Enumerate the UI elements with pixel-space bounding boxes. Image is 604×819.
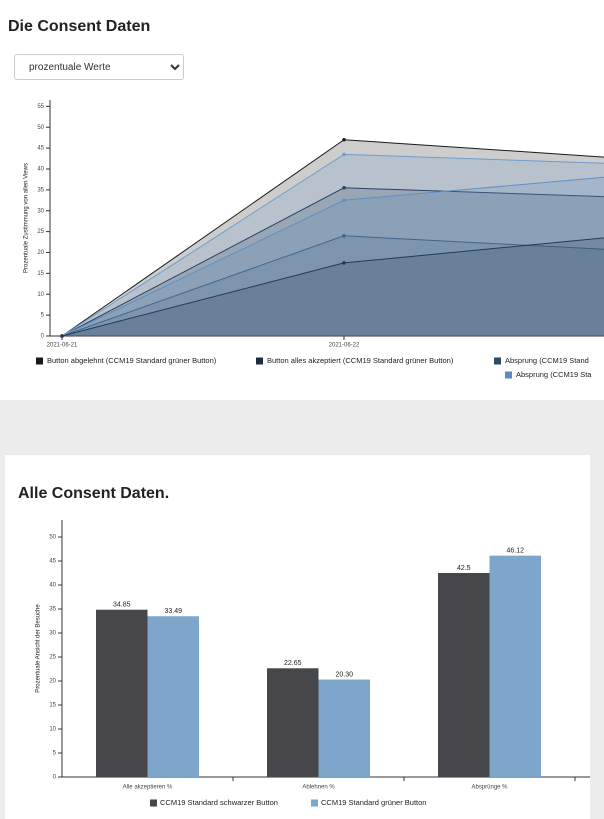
- legend-swatch: [256, 357, 263, 365]
- y-tick-label: 40: [37, 167, 44, 173]
- value-label: 33.49: [164, 608, 182, 615]
- y-tick-label: 15: [37, 271, 44, 277]
- area: [62, 235, 604, 336]
- y-tick-label: 45: [49, 559, 56, 565]
- y-tick-label: 25: [49, 655, 56, 661]
- y-tick-label: 5: [41, 313, 45, 319]
- legend-label: Absprung (CCM19 Stand: [505, 356, 589, 365]
- y-tick-label: 0: [41, 334, 45, 340]
- legend-swatch: [36, 357, 43, 365]
- x-tick-label: 2021-06-22: [329, 343, 360, 349]
- page-title: Die Consent Daten: [8, 18, 150, 35]
- legend-label: CCM19 Standard schwarzer Button: [160, 798, 278, 807]
- point: [60, 334, 64, 338]
- bar: [267, 668, 319, 777]
- y-axis-label: Prozentuale Zustimmung von allen Views: [24, 163, 30, 273]
- value-mode-select[interactable]: prozentuale Werte: [14, 54, 184, 80]
- bar: [147, 616, 199, 777]
- y-tick-label: 15: [49, 703, 56, 709]
- y-tick-label: 0: [53, 775, 57, 781]
- y-tick-label: 35: [37, 187, 44, 193]
- point: [342, 137, 346, 142]
- y-tick-label: 35: [49, 607, 56, 613]
- y-tick-label: 5: [53, 751, 57, 757]
- legend-swatch: [505, 371, 512, 379]
- point: [342, 185, 346, 190]
- area: [62, 187, 604, 336]
- y-tick-label: 10: [37, 292, 44, 298]
- point: [342, 152, 346, 157]
- bar: [489, 555, 541, 777]
- value-label: 46.12: [506, 547, 524, 554]
- y-tick-label: 20: [49, 679, 56, 685]
- y-tick-label: 55: [37, 104, 44, 110]
- y-tick-label: 30: [37, 208, 44, 214]
- area: [62, 154, 604, 336]
- x-tick-label: 2021-06-21: [47, 343, 78, 349]
- y-tick-label: 25: [37, 229, 44, 235]
- legend-swatch: [494, 357, 501, 365]
- y-tick-label: 20: [37, 250, 44, 256]
- bar: [96, 609, 148, 777]
- area: [62, 177, 604, 336]
- y-tick-label: 40: [49, 583, 56, 589]
- chart-title: Alle Consent Daten.: [18, 485, 169, 502]
- value-label: 34.85: [113, 602, 131, 609]
- legend-swatch: [150, 799, 157, 807]
- legend-label: CCM19 Standard grüner Button: [321, 798, 426, 807]
- legend-label: Absprung (CCM19 Sta: [516, 370, 592, 379]
- x-tick-label: Ablehnen %: [302, 785, 335, 791]
- y-tick-label: 50: [49, 535, 56, 541]
- legend-label: Button abgelehnt (CCM19 Standard grüner …: [47, 356, 217, 365]
- y-axis-label: Prozentuale Ansicht der Besuche: [36, 604, 42, 693]
- point: [342, 233, 346, 238]
- y-tick-label: 10: [49, 727, 56, 733]
- area: [62, 237, 604, 336]
- value-label: 42.5: [457, 565, 471, 572]
- point: [342, 261, 346, 265]
- bar: [438, 573, 490, 777]
- y-tick-label: 30: [49, 631, 56, 637]
- legend-label: Button alles akzeptiert (CCM19 Standard …: [267, 356, 454, 365]
- point: [342, 198, 346, 203]
- bar: [318, 679, 370, 777]
- y-tick-label: 50: [37, 125, 44, 131]
- value-label: 22.65: [284, 660, 302, 667]
- value-label: 20.30: [335, 671, 353, 678]
- x-tick-label: Absprünge %: [471, 785, 508, 791]
- y-tick-label: 45: [37, 146, 44, 152]
- x-tick-label: Alle akzeptieren %: [123, 785, 173, 791]
- legend-swatch: [311, 799, 318, 807]
